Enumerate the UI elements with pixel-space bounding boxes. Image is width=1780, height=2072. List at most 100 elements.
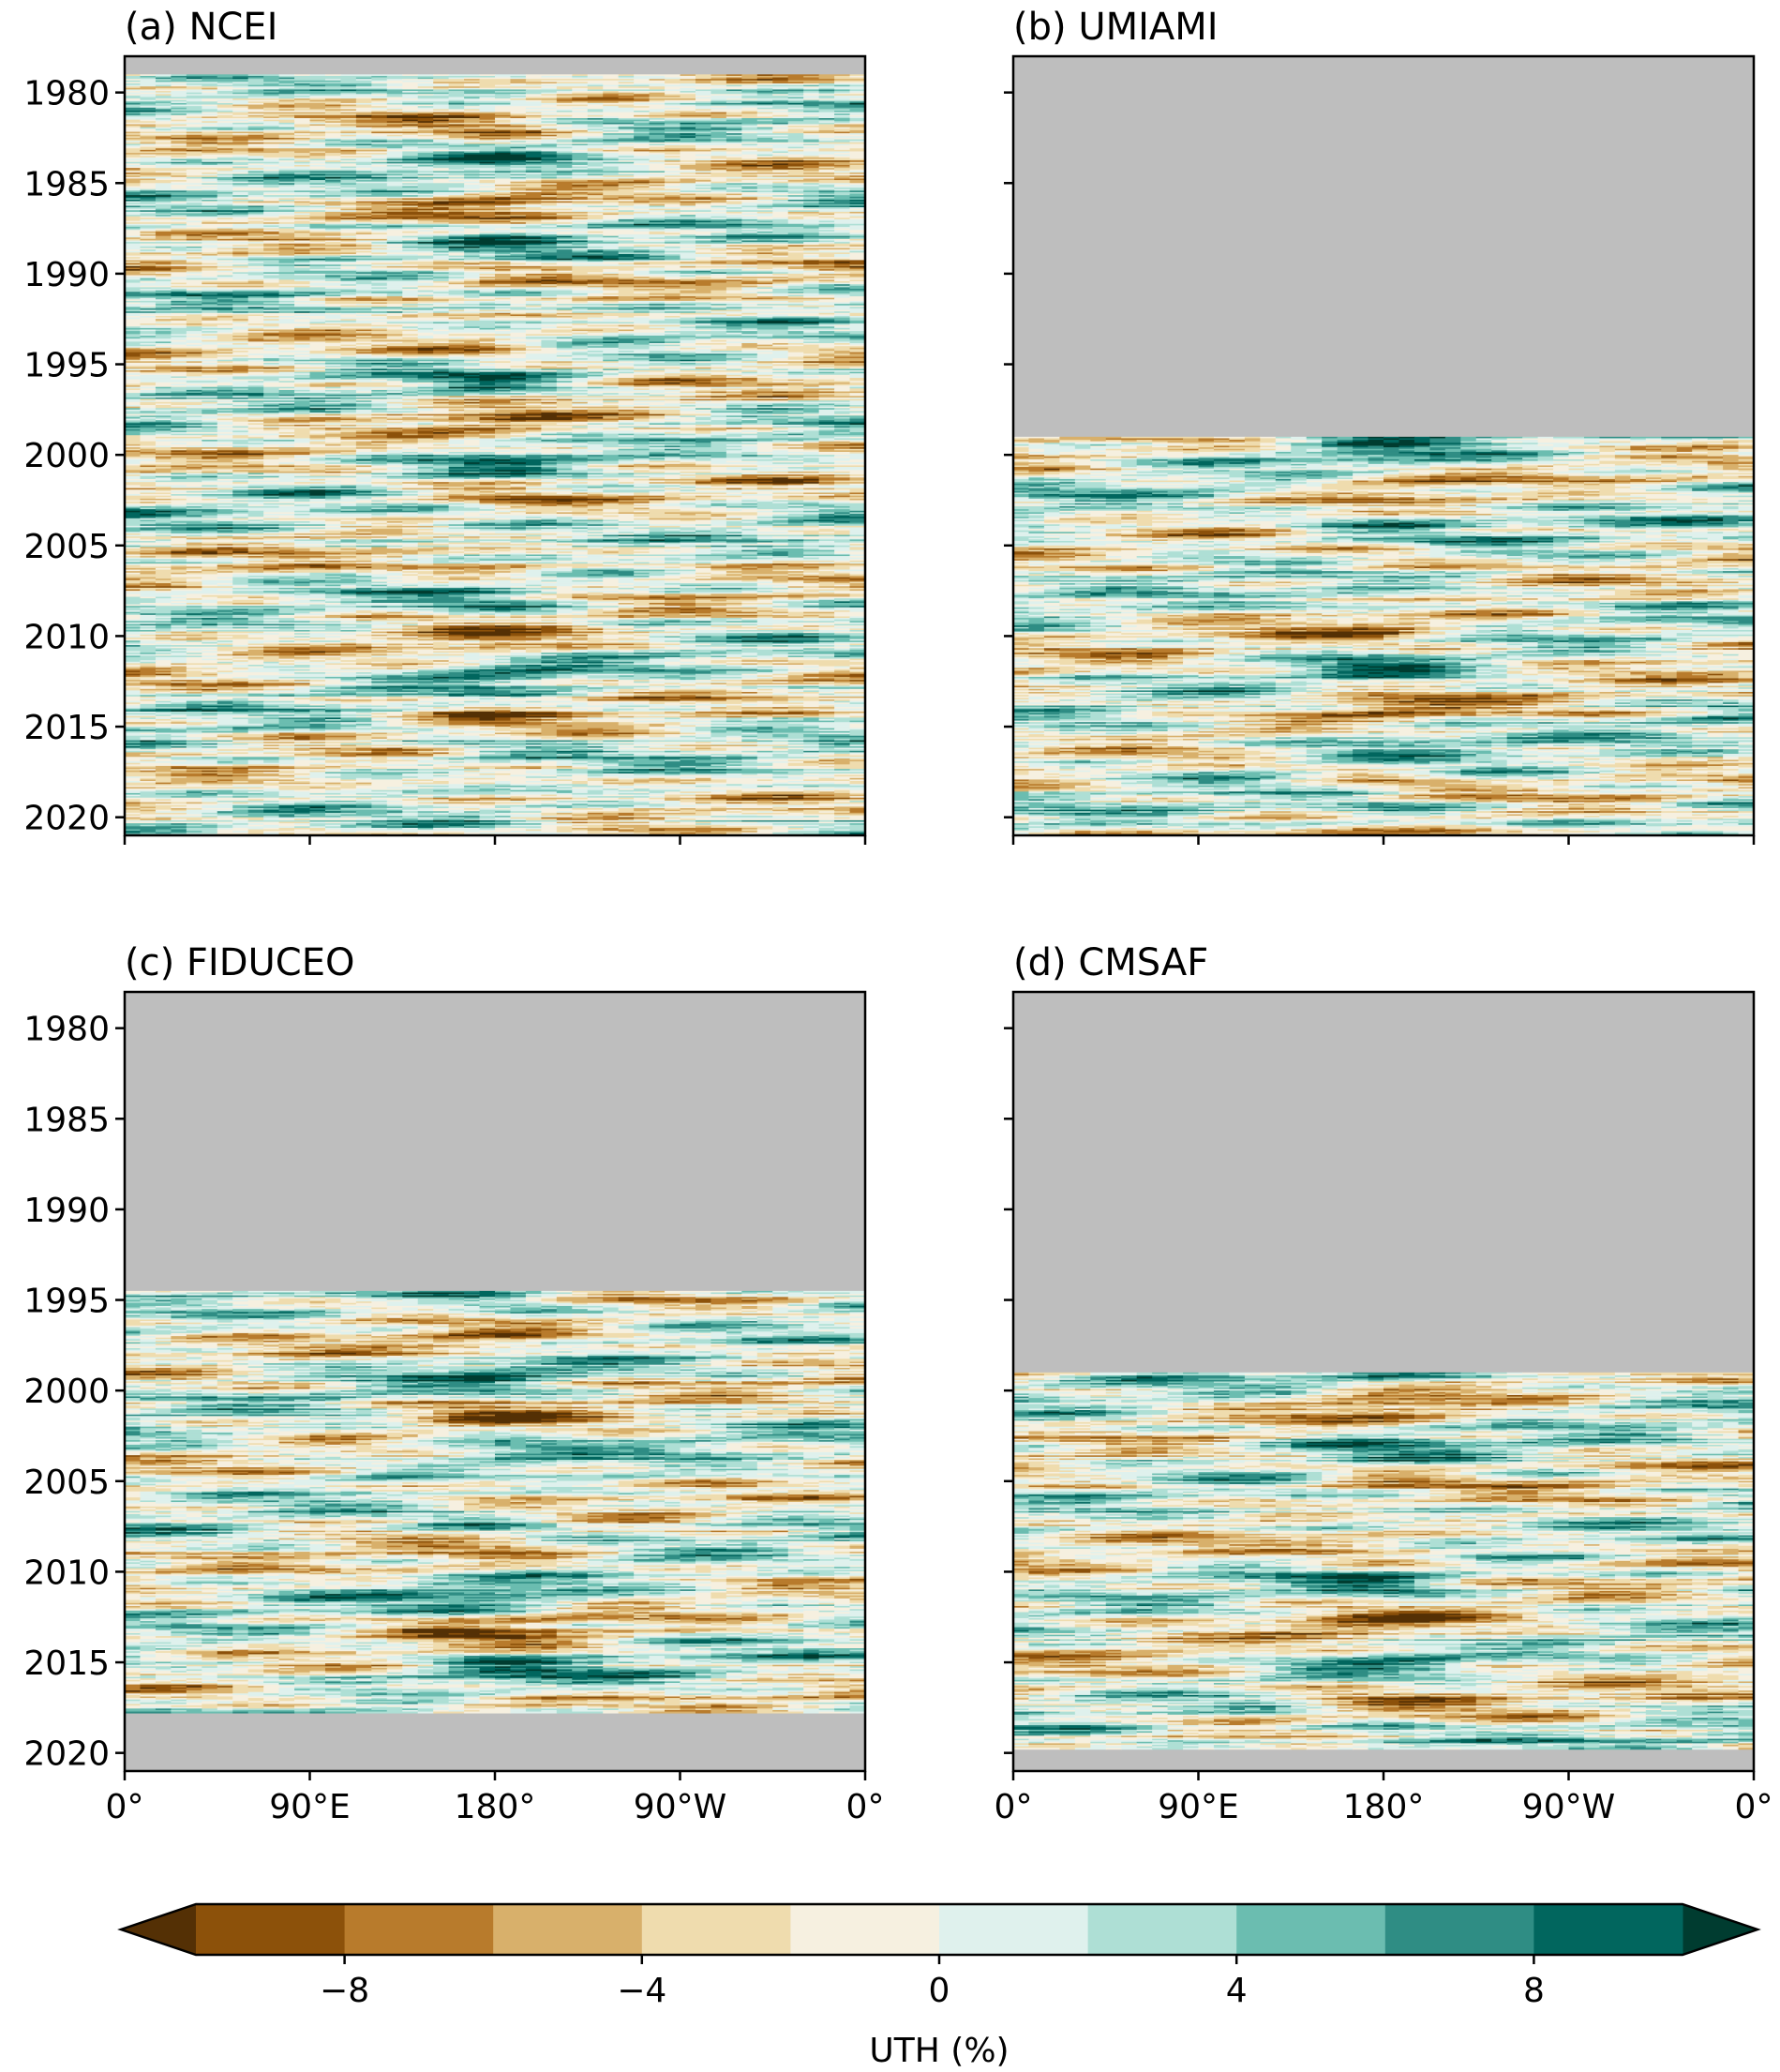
heatmap-cell xyxy=(309,195,342,198)
heatmap-cell xyxy=(725,82,758,84)
heatmap-cell xyxy=(355,77,372,80)
heatmap-cell xyxy=(725,178,804,181)
heatmap-cell xyxy=(603,84,620,87)
heatmap-cell xyxy=(834,101,851,104)
heatmap-cell xyxy=(618,156,635,158)
heatmap-cell xyxy=(711,205,727,208)
heatmap-cell xyxy=(232,188,280,190)
heatmap-cell xyxy=(556,262,573,264)
heatmap-cell xyxy=(386,161,465,164)
heatmap-cell xyxy=(186,234,202,237)
heatmap-cell xyxy=(849,131,865,134)
heatmap-cell xyxy=(340,129,419,132)
heatmap-cell xyxy=(186,210,202,213)
heatmap-cell xyxy=(448,210,465,213)
heatmap-cell xyxy=(263,80,342,83)
heatmap-cell xyxy=(386,98,419,101)
heatmap-cell xyxy=(417,173,450,175)
heatmap-cell xyxy=(818,216,835,218)
heatmap-cell xyxy=(340,102,357,105)
heatmap-cell xyxy=(665,143,681,146)
heatmap-cell xyxy=(495,173,512,175)
heatmap-cell xyxy=(756,119,773,122)
heatmap-cell xyxy=(355,215,372,218)
heatmap-cell xyxy=(741,193,804,196)
heatmap-cell xyxy=(355,181,403,184)
heatmap-cell xyxy=(849,238,865,241)
heatmap-cell xyxy=(417,153,450,156)
heatmap-cell xyxy=(510,176,527,179)
heatmap-cell xyxy=(510,253,527,256)
heatmap-cell xyxy=(541,137,558,140)
heatmap-cell xyxy=(649,95,681,98)
heatmap-cell xyxy=(725,196,742,199)
heatmap-cell xyxy=(247,250,280,253)
heatmap-cell xyxy=(849,233,865,235)
heatmap-cell xyxy=(186,199,202,202)
heatmap-cell xyxy=(294,240,311,243)
heatmap-cell xyxy=(618,153,666,156)
heatmap-cell xyxy=(834,199,851,202)
heatmap-cell xyxy=(618,97,635,99)
heatmap-cell xyxy=(849,133,865,136)
heatmap-cell xyxy=(433,207,450,210)
heatmap-cell xyxy=(125,149,142,152)
heatmap-cell xyxy=(263,157,280,159)
heatmap-cell xyxy=(756,252,773,255)
heatmap-cell xyxy=(402,181,419,184)
heatmap-cell xyxy=(649,164,681,167)
heatmap-cell xyxy=(787,149,804,152)
heatmap-cell xyxy=(464,121,481,124)
heatmap-cell xyxy=(603,255,635,258)
heatmap-cell xyxy=(587,161,604,164)
heatmap-cell xyxy=(525,156,558,158)
heatmap-cell xyxy=(386,153,403,156)
heatmap-cell xyxy=(834,98,851,101)
heatmap-cell xyxy=(324,139,342,142)
heatmap-cell xyxy=(741,242,789,245)
heatmap-cell xyxy=(772,106,804,109)
heatmap-cell xyxy=(217,113,233,116)
heatmap-cell xyxy=(263,178,295,181)
heatmap-cell xyxy=(371,94,388,97)
heatmap-cell xyxy=(510,151,527,154)
heatmap-cell xyxy=(232,250,249,253)
heatmap-cell xyxy=(603,122,635,125)
heatmap-cell xyxy=(217,87,249,90)
heatmap-cell xyxy=(464,79,481,82)
heatmap-cell xyxy=(263,207,280,210)
heatmap-cell xyxy=(618,116,651,119)
heatmap-cell xyxy=(371,250,434,253)
heatmap-cell xyxy=(665,107,681,110)
heatmap-cell xyxy=(294,94,311,97)
heatmap-cell xyxy=(541,158,573,161)
heatmap-cell xyxy=(649,257,681,260)
heatmap-cell xyxy=(725,218,742,220)
heatmap-cell xyxy=(247,246,264,248)
heatmap-cell xyxy=(294,116,357,119)
heatmap-cell xyxy=(186,107,202,110)
heatmap-cell xyxy=(371,249,403,252)
heatmap-cell xyxy=(140,228,157,231)
heatmap-cell xyxy=(618,129,635,132)
heatmap-cell xyxy=(541,112,651,114)
heatmap-cell xyxy=(202,203,218,206)
heatmap-cell xyxy=(247,101,342,104)
heatmap-cell xyxy=(309,220,326,223)
heatmap-cell xyxy=(386,121,403,124)
heatmap-cell xyxy=(587,142,604,144)
heatmap-cell xyxy=(787,188,804,191)
heatmap-cell xyxy=(479,193,496,196)
heatmap-cell xyxy=(649,231,666,233)
heatmap-cell xyxy=(603,94,620,97)
heatmap-cell xyxy=(278,146,295,149)
heatmap-cell xyxy=(556,168,589,171)
heatmap-cell xyxy=(355,118,372,121)
heatmap-cell xyxy=(340,141,372,143)
heatmap-cell xyxy=(278,215,295,218)
heatmap-cell xyxy=(711,249,727,252)
heatmap-cell xyxy=(433,80,512,83)
heatmap-cell xyxy=(324,205,342,208)
heatmap-cell xyxy=(309,129,326,132)
heatmap-cell xyxy=(202,79,249,82)
